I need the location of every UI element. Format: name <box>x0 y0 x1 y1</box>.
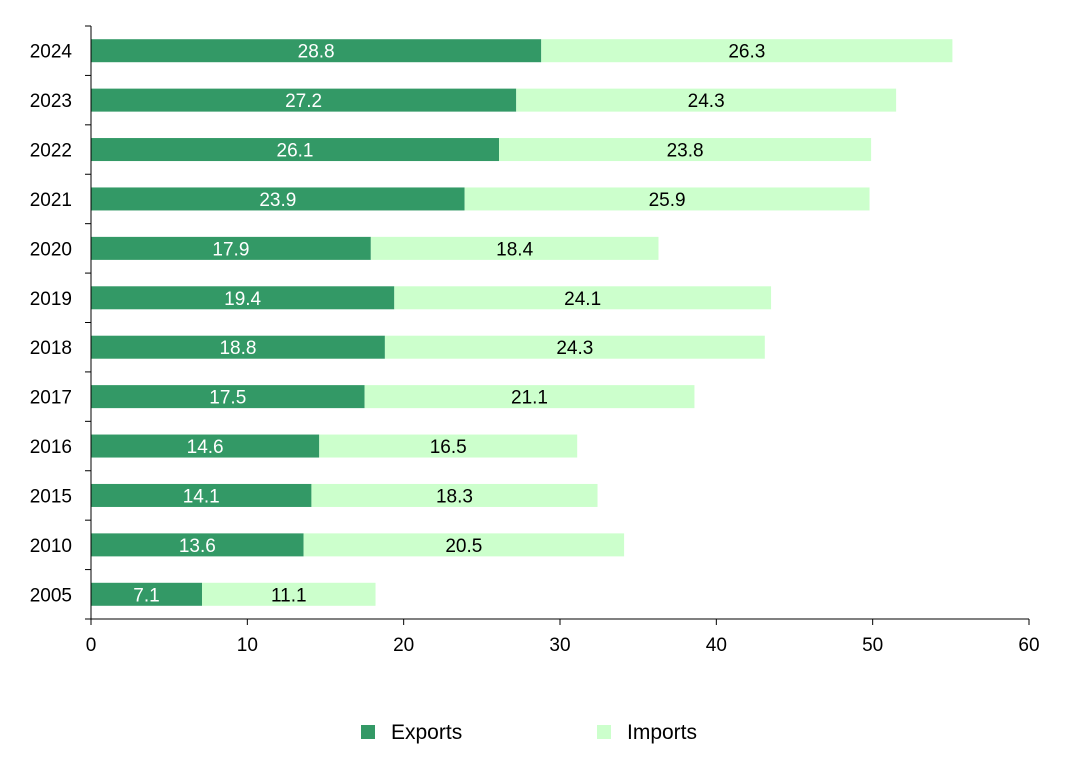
legend-label-imports: Imports <box>627 721 697 744</box>
bar-imports-2017 <box>364 385 695 409</box>
x-tick-label-40: 40 <box>706 635 727 656</box>
bar-imports-2016 <box>319 434 578 458</box>
data-label-exports-2010: 13.6 <box>179 536 216 557</box>
bar-exports-2022 <box>91 138 500 162</box>
x-tick-label-0: 0 <box>86 635 97 656</box>
axes: 2024 2023 2022 2021 2020 2019 2018 2017 2016 2015… <box>30 25 1040 656</box>
bar-imports-2010 <box>303 533 625 557</box>
bar-imports-2005 <box>201 582 376 606</box>
bar-exports-2016 <box>91 434 320 458</box>
data-label-exports-2015: 14.1 <box>183 486 220 507</box>
data-label-imports-2015: 18.3 <box>436 486 473 507</box>
data-label-imports-2005: 11.1 <box>271 585 307 606</box>
bar-imports-2015 <box>311 483 598 507</box>
x-tick-label-10: 10 <box>237 635 258 656</box>
legend-label-exports: Exports <box>391 721 462 744</box>
bar-imports-2018 <box>384 335 765 359</box>
bar-imports-2022 <box>499 138 872 162</box>
data-label-imports-2018: 24.3 <box>556 338 593 359</box>
bar-exports-2018 <box>91 335 385 359</box>
data-label-imports-2017: 21.1 <box>511 388 548 409</box>
y-tick-label-2016: 2016 <box>30 437 72 458</box>
bar-exports-2023 <box>91 88 517 112</box>
data-label-imports-2020: 18.4 <box>496 239 533 260</box>
x-tick-label-50: 50 <box>862 635 883 656</box>
data-label-exports-2020: 17.9 <box>212 239 249 260</box>
data-label-imports-2022: 23.8 <box>667 141 704 162</box>
data-label-exports-2019: 19.4 <box>224 289 261 310</box>
bar-exports-2017 <box>91 385 365 409</box>
bar-imports-2024 <box>541 39 953 63</box>
data-label-exports-2021: 23.9 <box>259 190 296 211</box>
plot-area: 28.8 26.3 27.2 24.3 26.1 23.8 23.9 25.9 17.9 18.4… <box>91 39 953 606</box>
data-label-imports-2016: 16.5 <box>430 437 467 458</box>
data-label-imports-2010: 20.5 <box>445 536 482 557</box>
bar-exports-2005 <box>91 582 202 606</box>
x-tick-label-20: 20 <box>393 635 414 656</box>
bar-exports-2015 <box>91 483 312 507</box>
data-label-exports-2023: 27.2 <box>285 91 322 112</box>
data-label-exports-2024: 28.8 <box>298 42 335 63</box>
x-tick-label-30: 30 <box>549 635 570 656</box>
bar-imports-2021 <box>464 187 870 211</box>
legend-swatch-exports <box>361 725 375 739</box>
data-label-imports-2024: 26.3 <box>728 42 765 63</box>
data-label-exports-2022: 26.1 <box>277 141 314 162</box>
y-tick-label-2015: 2015 <box>30 486 72 507</box>
data-label-imports-2021: 25.9 <box>649 190 686 211</box>
y-tick-label-2010: 2010 <box>30 536 72 557</box>
bar-exports-2010 <box>91 533 304 557</box>
bar-exports-2019 <box>91 286 395 310</box>
data-label-imports-2023: 24.3 <box>688 91 725 112</box>
bar-imports-2023 <box>516 88 897 112</box>
bar-exports-2021 <box>91 187 465 211</box>
y-tick-label-2022: 2022 <box>30 141 72 162</box>
y-tick-label-2020: 2020 <box>30 239 72 260</box>
data-label-exports-2018: 18.8 <box>219 338 256 359</box>
legend-swatch-imports <box>597 725 611 739</box>
data-label-exports-2017: 17.5 <box>209 388 246 409</box>
y-tick-label-2005: 2005 <box>30 585 72 606</box>
data-label-exports-2016: 14.6 <box>187 437 224 458</box>
y-tick-label-2024: 2024 <box>30 42 73 63</box>
legend: Exports Imports <box>361 721 697 744</box>
y-tick-label-2018: 2018 <box>30 338 72 359</box>
data-label-exports-2005: 7.1 <box>133 585 159 606</box>
y-tick-label-2021: 2021 <box>30 190 72 211</box>
bar-exports-2020 <box>91 236 371 260</box>
bar-imports-2019 <box>394 286 772 310</box>
bar-exports-2024 <box>91 39 542 63</box>
x-tick-label-60: 60 <box>1018 635 1039 656</box>
y-tick-label-2023: 2023 <box>30 91 72 112</box>
y-tick-label-2017: 2017 <box>30 388 72 409</box>
y-tick-label-2019: 2019 <box>30 289 72 310</box>
bar-imports-2020 <box>370 236 659 260</box>
data-label-imports-2019: 24.1 <box>564 289 601 310</box>
